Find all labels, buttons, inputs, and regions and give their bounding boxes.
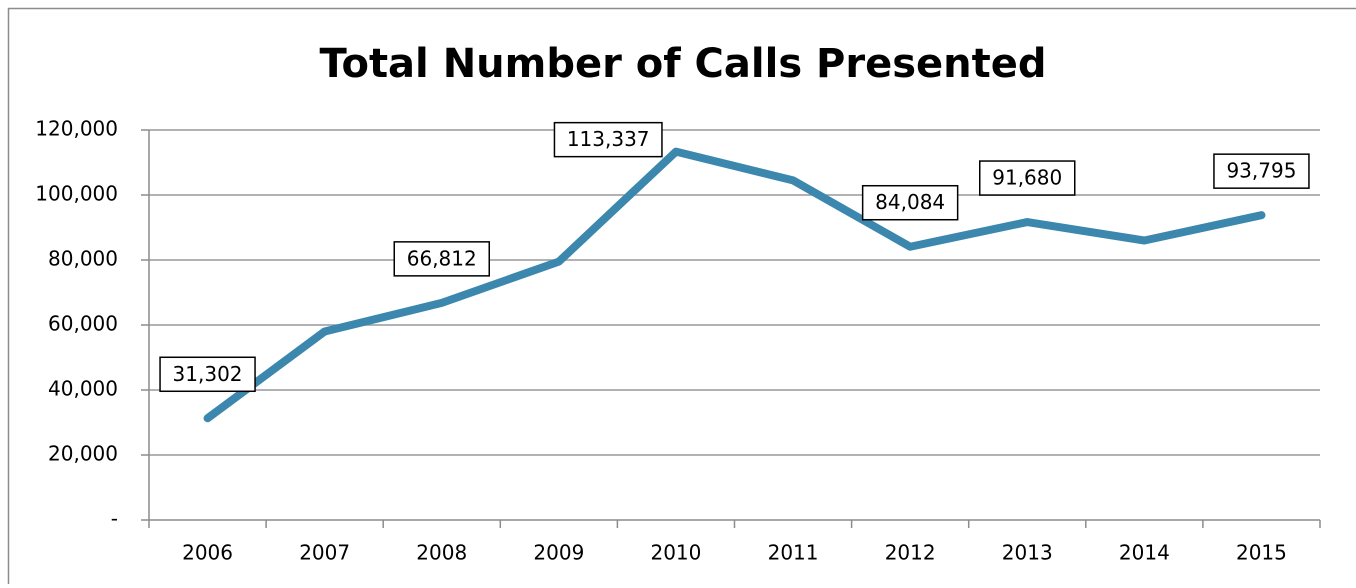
y-tick-label: 60,000	[48, 312, 118, 336]
x-tick-label: 2013	[1002, 541, 1053, 565]
chart-title: Total Number of Calls Presented	[319, 41, 1046, 87]
y-tick-label: 100,000	[35, 182, 118, 206]
data-label: 91,680	[992, 166, 1062, 190]
y-tick-label: 120,000	[35, 117, 118, 141]
y-tick-label: -	[111, 507, 118, 531]
x-tick-label: 2009	[533, 541, 584, 565]
chart-frame	[9, 9, 1356, 585]
x-tick-label: 2014	[1119, 541, 1170, 565]
y-tick-label: 80,000	[48, 247, 118, 271]
x-tick-label: 2006	[182, 541, 233, 565]
x-tick-label: 2007	[299, 541, 350, 565]
data-label: 84,084	[875, 190, 945, 214]
x-tick-label: 2012	[885, 541, 936, 565]
x-tick-label: 2008	[416, 541, 467, 565]
x-tick-label: 2011	[768, 541, 819, 565]
data-label: 113,337	[567, 127, 650, 151]
data-label: 66,812	[407, 246, 477, 270]
y-tick-label: 20,000	[48, 442, 118, 466]
data-label: 31,302	[173, 362, 243, 386]
y-tick-label: 40,000	[48, 377, 118, 401]
x-tick-label: 2015	[1236, 541, 1287, 565]
x-tick-label: 2010	[650, 541, 701, 565]
data-label: 93,795	[1226, 159, 1296, 183]
